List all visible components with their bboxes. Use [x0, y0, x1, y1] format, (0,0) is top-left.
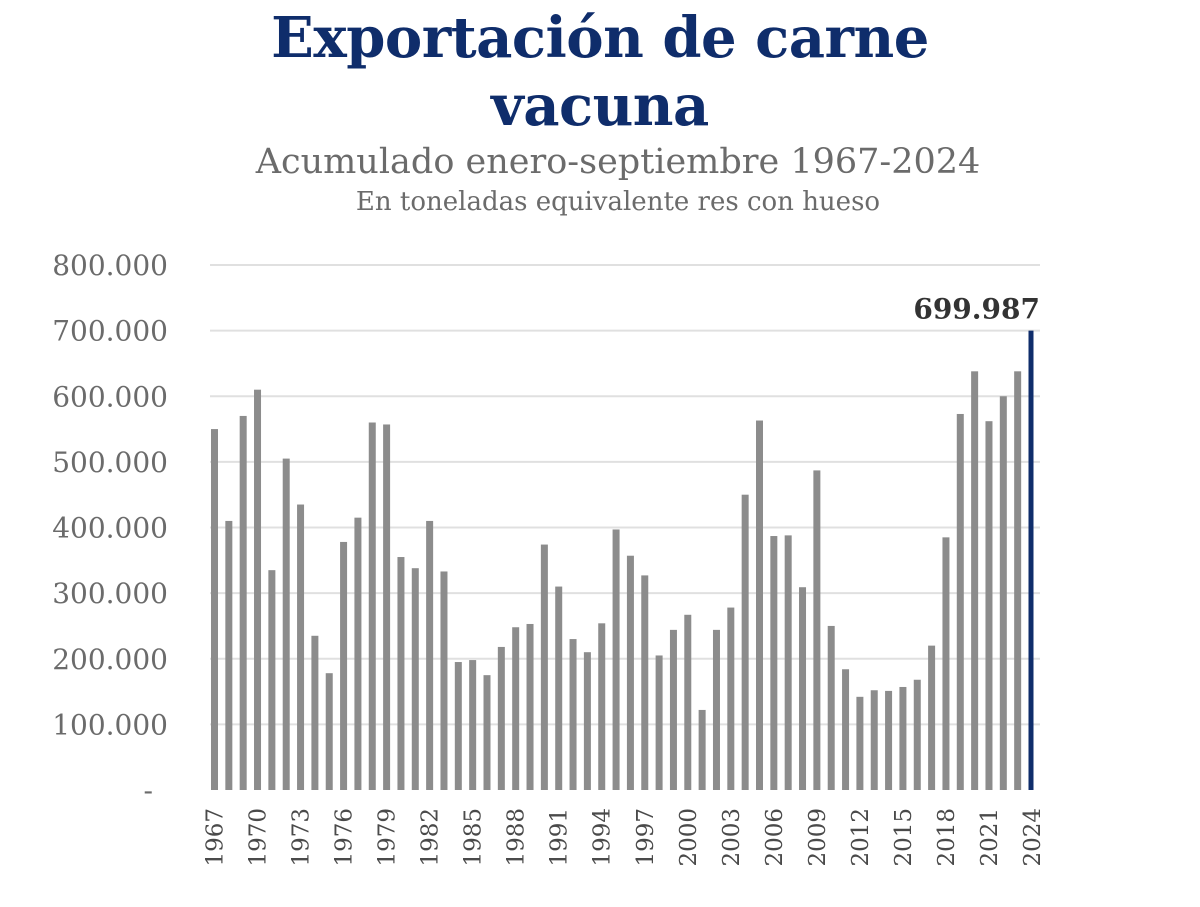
bar-1970 — [254, 389, 262, 790]
bar-1986 — [483, 675, 491, 790]
x-tick-label: 2009 — [805, 808, 831, 867]
bar-2017 — [928, 645, 936, 790]
y-tick-label: 400.000 — [52, 512, 168, 545]
bar-1984 — [454, 662, 462, 790]
bar-1997 — [641, 575, 649, 790]
y-axis-ticks: - 100.000 200.000 300.000 400.000 500.000 600.… — [52, 249, 168, 807]
bar-2004 — [741, 494, 749, 790]
bar-1968 — [225, 520, 233, 790]
bar-2022 — [999, 396, 1007, 790]
bar-1973 — [297, 504, 305, 790]
y-tick-label: 700.000 — [52, 315, 168, 348]
gridlines — [210, 264, 1040, 726]
x-axis-ticks: 1967 1970 1973 1976 1979 1982 1985 1988 1991 1994… — [203, 808, 1047, 867]
bar-2009 — [813, 470, 821, 790]
chart-subtitle-units: En toneladas equivalente res con hueso — [355, 187, 881, 217]
bar-2020 — [971, 371, 979, 790]
bar-2001 — [698, 709, 706, 790]
bar-1983 — [440, 571, 448, 790]
x-tick-label: 1976 — [332, 808, 358, 867]
bar-2014 — [885, 690, 893, 790]
x-tick-label: 1967 — [203, 808, 229, 867]
x-tick-label: 2015 — [891, 808, 917, 867]
x-tick-label: 1988 — [504, 808, 530, 867]
bar-1972 — [282, 458, 290, 790]
x-tick-label: 1985 — [461, 808, 487, 867]
bar-1978 — [368, 422, 376, 790]
bar-1977 — [354, 517, 362, 790]
y-tick-label: 300.000 — [52, 577, 168, 610]
bar-2002 — [712, 629, 720, 790]
bar-1998 — [655, 655, 663, 790]
bar-1987 — [497, 646, 505, 790]
bar-1974 — [311, 635, 319, 790]
bar-1999 — [669, 629, 677, 790]
bar-1992 — [569, 639, 577, 790]
bar-1993 — [583, 652, 591, 790]
bar-2010 — [827, 625, 835, 790]
bar-2018 — [942, 537, 950, 790]
bar-1979 — [383, 424, 391, 790]
highlight-value-label: 699.987 — [913, 293, 1040, 326]
chart-subtitle: Acumulado enero-septiembre 1967-2024 — [255, 142, 981, 182]
bar-2021 — [985, 421, 993, 790]
bar-1995 — [612, 529, 620, 790]
bar-1980 — [397, 557, 405, 790]
bar-2008 — [799, 587, 807, 790]
bar-1991 — [555, 586, 563, 790]
bar-1994 — [598, 623, 606, 790]
y-tick-label: 200.000 — [52, 643, 168, 676]
bar-1967 — [211, 429, 218, 790]
x-tick-label: 2021 — [977, 808, 1003, 867]
bar-2007 — [784, 535, 792, 790]
bar-1975 — [325, 673, 333, 790]
chart-title-line2: vacuna — [491, 73, 709, 139]
x-tick-label: 1991 — [547, 808, 573, 867]
bar-2011 — [842, 669, 850, 790]
bar-1982 — [426, 520, 434, 790]
bar-1989 — [526, 623, 534, 790]
bar-2000 — [684, 614, 692, 790]
x-tick-label: 2024 — [1020, 808, 1046, 867]
x-tick-label: 1973 — [289, 808, 315, 867]
x-tick-label: 2003 — [719, 808, 745, 867]
x-tick-label: 2000 — [676, 808, 702, 867]
y-tick-label: 600.000 — [52, 380, 168, 413]
bar-2012 — [856, 696, 864, 790]
chart-title-line1: Exportación de carne — [271, 5, 929, 71]
bar-2015 — [899, 686, 907, 790]
bar-1996 — [626, 555, 634, 790]
bar-2013 — [870, 690, 878, 790]
bar-1988 — [512, 627, 520, 790]
x-tick-label: 2012 — [848, 808, 874, 867]
bar-1985 — [469, 660, 477, 790]
bar-1976 — [340, 541, 348, 790]
bar-1990 — [540, 544, 548, 790]
x-tick-label: 1979 — [375, 808, 401, 867]
y-tick-label: 100.000 — [52, 708, 168, 741]
bar-2024 — [1028, 330, 1034, 790]
bar-2019 — [956, 413, 964, 790]
y-tick-label: - — [144, 774, 153, 807]
x-tick-label: 1997 — [633, 808, 659, 867]
x-tick-label: 1982 — [418, 808, 444, 867]
bar-2006 — [770, 536, 778, 790]
data-labels: 699.987 — [913, 293, 1040, 326]
bar-2005 — [756, 420, 763, 790]
x-tick-label: 1970 — [246, 808, 272, 867]
y-tick-label: 800.000 — [52, 249, 168, 282]
x-tick-label: 1994 — [590, 808, 616, 867]
bar-1969 — [239, 415, 247, 790]
bars — [211, 330, 1034, 790]
bar-2023 — [1014, 371, 1022, 790]
bar-1981 — [411, 568, 419, 790]
y-tick-label: 500.000 — [52, 446, 168, 479]
bar-2003 — [727, 607, 735, 790]
bar-1971 — [268, 570, 276, 790]
x-tick-label: 2006 — [762, 808, 788, 867]
x-tick-label: 2018 — [934, 808, 960, 867]
bar-2016 — [913, 679, 921, 790]
